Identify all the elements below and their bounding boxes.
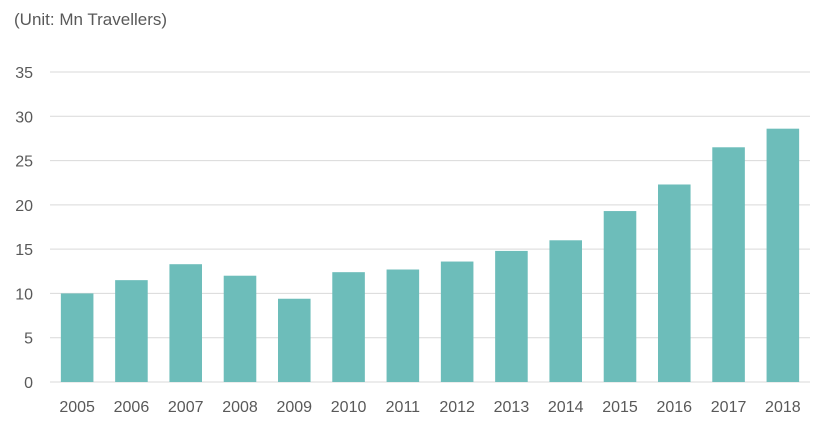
bars [60,128,800,382]
y-tick-label: 35 [15,65,33,82]
bar-2017 [712,147,745,382]
x-tick-label: 2013 [494,399,530,416]
bar-2016 [658,184,691,382]
bar-2014 [549,240,582,382]
x-tick-label: 2016 [656,399,692,416]
bar-2006 [115,280,148,382]
y-tick-label: 10 [15,286,33,303]
x-tick-label: 2017 [711,399,747,416]
bar-2018 [766,128,800,382]
x-tick-label: 2018 [765,399,801,416]
x-tick-label: 2006 [114,399,150,416]
bar-2009 [278,298,311,382]
y-tick-label: 15 [15,242,33,259]
y-tick-label: 20 [15,198,33,215]
bar-2005 [60,293,94,382]
x-tick-label: 2012 [439,399,475,416]
y-tick-label: 25 [15,154,33,171]
bar-2010 [332,272,365,382]
x-tick-label: 2010 [331,399,367,416]
x-tick-label: 2014 [548,399,584,416]
bar-2007 [169,264,202,382]
gridlines [50,71,810,383]
x-tick-label: 2009 [276,399,312,416]
x-tick-label: 2007 [168,399,204,416]
bar-2008 [223,275,257,382]
bar-2013 [495,250,528,382]
y-tick-label: 0 [24,375,33,392]
y-tick-label: 5 [24,331,33,348]
bar-2012 [440,261,474,382]
x-tick-label: 2008 [222,399,258,416]
x-tick-label: 2005 [59,399,95,416]
x-axis-ticks: 2005 2006 2007 2008 2009 2010 2011 2012 2013 2014… [59,399,800,416]
y-axis-ticks: 0 5 10 15 20 25 30 35 [15,65,33,392]
x-tick-label: 2011 [386,399,421,416]
bar-2011 [386,269,420,382]
y-tick-label: 30 [15,109,33,126]
unit-label: (Unit: Mn Travellers) [14,10,168,29]
bar-2015 [603,211,637,382]
x-tick-label: 2015 [602,399,638,416]
